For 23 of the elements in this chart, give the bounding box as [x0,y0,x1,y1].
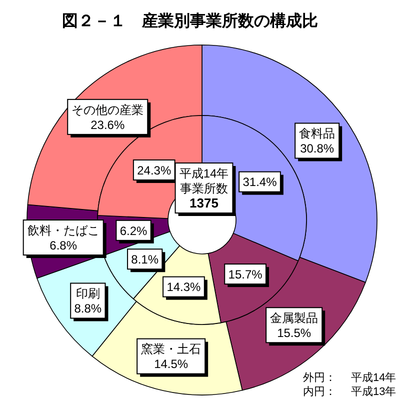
data-label: 23.6% [90,118,125,132]
legend-label: 飲料・たばこ [27,223,100,238]
slice-label: 印刷 [76,286,100,301]
text: 1375 [190,195,218,210]
data-label: 8.8% [74,302,102,316]
data-label: 30.8% [300,142,334,156]
chart-title: 図２－１ 産業別事業所数の構成比 [62,11,318,30]
data-label: 8.1% [131,252,159,267]
text: 外円： 平成14年 [303,372,396,384]
text: 内円： 平成13年 [303,386,396,398]
data-label: 15.5% [277,326,312,340]
data-label: 6.2% [120,224,148,238]
data-label: 6.8% [50,238,78,252]
slice-label: 食料品 [299,126,336,141]
data-label: 24.3% [137,163,172,178]
text: 平成14年事業所数 [179,166,229,196]
data-label: 15.7% [228,267,263,282]
data-label: 14.3% [166,280,202,294]
data-label: 14.5% [154,357,188,372]
slice-label: 窯業・土石 [141,342,202,356]
data-label: 31.4% [242,175,278,190]
slice-label: その他の産業 [72,102,144,117]
slice-label: 金属製品 [270,311,318,326]
